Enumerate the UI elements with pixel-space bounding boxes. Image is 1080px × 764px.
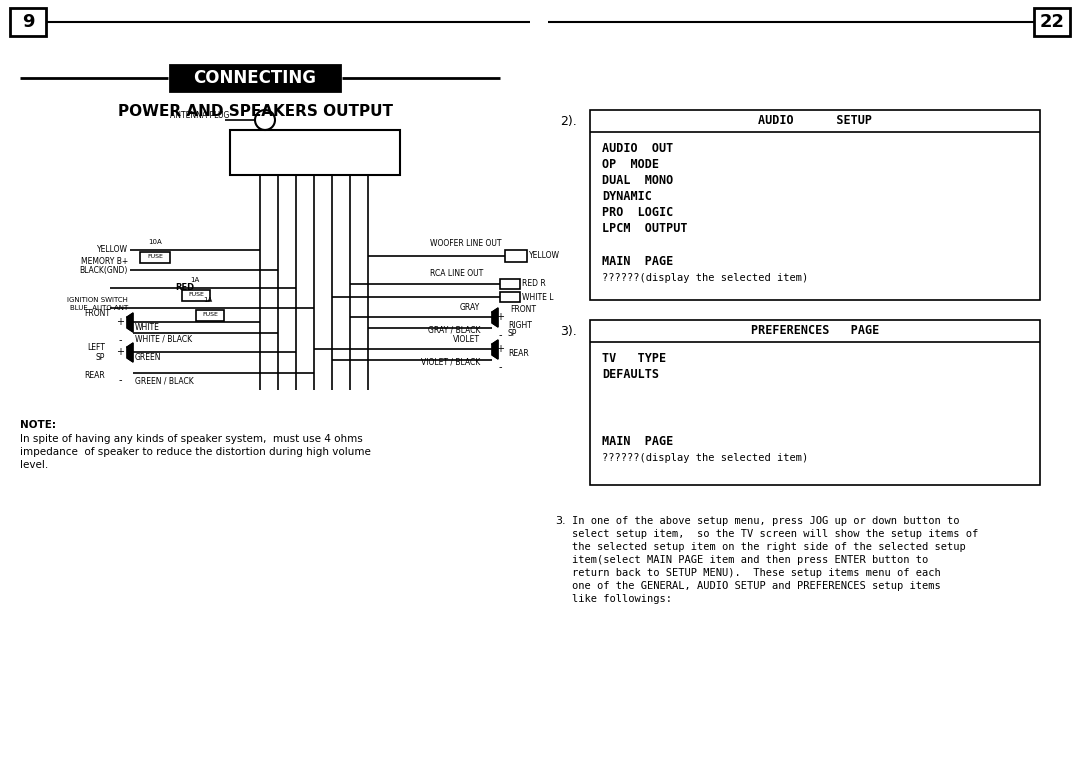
Text: RIGHT: RIGHT <box>508 321 531 329</box>
Text: FRONT: FRONT <box>510 306 536 315</box>
Text: -: - <box>118 335 122 345</box>
Text: IGNITION SWITCH: IGNITION SWITCH <box>67 297 129 303</box>
Text: return back to SETUP MENU).  These setup items menu of each: return back to SETUP MENU). These setup … <box>572 568 941 578</box>
Text: CONNECTING: CONNECTING <box>193 69 316 87</box>
Text: VIOLET: VIOLET <box>453 335 480 345</box>
Text: -: - <box>498 362 502 372</box>
Text: DUAL  MONO: DUAL MONO <box>602 174 673 187</box>
Bar <box>590 320 1040 485</box>
Text: FRONT: FRONT <box>84 309 110 318</box>
Bar <box>1034 8 1070 36</box>
Text: +: + <box>116 317 124 327</box>
Text: YELLOW: YELLOW <box>97 245 129 254</box>
Text: WHITE / BLACK: WHITE / BLACK <box>135 335 192 344</box>
Text: GREEN / BLACK: GREEN / BLACK <box>135 377 193 386</box>
Text: MAIN  PAGE: MAIN PAGE <box>602 435 673 448</box>
Bar <box>505 250 527 262</box>
Text: In spite of having any kinds of speaker system,  must use 4 ohms: In spite of having any kinds of speaker … <box>21 434 363 444</box>
Text: REAR: REAR <box>508 349 529 358</box>
Text: LPCM  OUTPUT: LPCM OUTPUT <box>602 222 688 235</box>
Bar <box>170 65 340 91</box>
Text: BLUE  AUTO ANT: BLUE AUTO ANT <box>70 305 129 311</box>
Text: REAR: REAR <box>84 371 105 380</box>
Polygon shape <box>127 313 133 332</box>
Bar <box>590 110 1040 300</box>
Bar <box>10 8 46 36</box>
Text: FUSE: FUSE <box>202 312 218 318</box>
Text: GRAY: GRAY <box>460 303 480 312</box>
Text: the selected setup item on the right side of the selected setup: the selected setup item on the right sid… <box>572 542 966 552</box>
Text: DYNAMIC: DYNAMIC <box>602 190 652 203</box>
Text: MEMORY B+: MEMORY B+ <box>81 257 129 267</box>
Text: NOTE:: NOTE: <box>21 420 56 430</box>
Text: BLACK(GND): BLACK(GND) <box>80 266 129 274</box>
Text: 3).: 3). <box>561 325 577 338</box>
Bar <box>500 292 519 302</box>
Text: AUDIO  OUT: AUDIO OUT <box>602 142 673 155</box>
Text: GREEN: GREEN <box>135 354 162 362</box>
Text: In one of the above setup menu, press JOG up or down button to: In one of the above setup menu, press JO… <box>572 516 959 526</box>
Text: OP  MODE: OP MODE <box>602 158 659 171</box>
Text: like followings:: like followings: <box>572 594 672 604</box>
Polygon shape <box>127 343 133 362</box>
Text: RCA LINE OUT: RCA LINE OUT <box>430 268 483 277</box>
Text: VIOLET / BLACK: VIOLET / BLACK <box>421 358 480 367</box>
Text: PREFERENCES   PAGE: PREFERENCES PAGE <box>751 325 879 338</box>
Polygon shape <box>492 308 498 327</box>
Text: WHITE: WHITE <box>135 323 160 332</box>
Text: WHITE L: WHITE L <box>522 293 554 302</box>
Text: FUSE: FUSE <box>188 293 204 297</box>
Text: item(select MAIN PAGE item and then press ENTER button to: item(select MAIN PAGE item and then pres… <box>572 555 928 565</box>
Text: -: - <box>118 375 122 385</box>
Text: ??????(display the selected item): ??????(display the selected item) <box>602 453 808 463</box>
Text: 2).: 2). <box>561 115 577 128</box>
Polygon shape <box>492 340 498 359</box>
Text: LEFT: LEFT <box>87 342 105 351</box>
Text: RED R: RED R <box>522 280 545 289</box>
Text: +: + <box>496 312 504 322</box>
Bar <box>195 310 224 321</box>
Text: MAIN  PAGE: MAIN PAGE <box>602 255 673 268</box>
Text: SP: SP <box>508 329 517 338</box>
Text: RED: RED <box>175 283 194 293</box>
Text: +: + <box>496 344 504 354</box>
Text: DEFAULTS: DEFAULTS <box>602 368 659 381</box>
Text: TV   TYPE: TV TYPE <box>602 352 666 365</box>
Text: POWER AND SPEAKERS OUTPUT: POWER AND SPEAKERS OUTPUT <box>118 105 392 119</box>
Text: 22: 22 <box>1039 13 1065 31</box>
Text: WOOFER LINE OUT: WOOFER LINE OUT <box>430 238 501 248</box>
Text: 9: 9 <box>22 13 35 31</box>
Text: GRAY / BLACK: GRAY / BLACK <box>428 325 480 335</box>
Text: impedance  of speaker to reduce the distortion during high volume: impedance of speaker to reduce the disto… <box>21 447 370 457</box>
Text: select setup item,  so the TV screen will show the setup items of: select setup item, so the TV screen will… <box>572 529 978 539</box>
Text: 1A: 1A <box>190 277 200 283</box>
Text: ??????(display the selected item): ??????(display the selected item) <box>602 273 808 283</box>
Text: SP: SP <box>96 352 105 361</box>
Bar <box>230 130 400 175</box>
Text: -: - <box>498 330 502 340</box>
Text: ANTENNA PLUG: ANTENNA PLUG <box>170 111 229 119</box>
Text: 1A: 1A <box>203 297 213 303</box>
Text: 3.: 3. <box>555 516 566 526</box>
Text: PRO  LOGIC: PRO LOGIC <box>602 206 673 219</box>
Text: FUSE: FUSE <box>147 254 163 260</box>
Text: YELLOW: YELLOW <box>529 251 561 261</box>
Text: 10A: 10A <box>148 239 162 245</box>
Bar <box>183 290 210 301</box>
Bar <box>500 279 519 289</box>
Bar <box>140 252 170 263</box>
Text: one of the GENERAL, AUDIO SETUP and PREFERENCES setup items: one of the GENERAL, AUDIO SETUP and PREF… <box>572 581 941 591</box>
Text: +: + <box>116 347 124 357</box>
Text: level.: level. <box>21 460 49 470</box>
Text: AUDIO      SETUP: AUDIO SETUP <box>758 115 872 128</box>
